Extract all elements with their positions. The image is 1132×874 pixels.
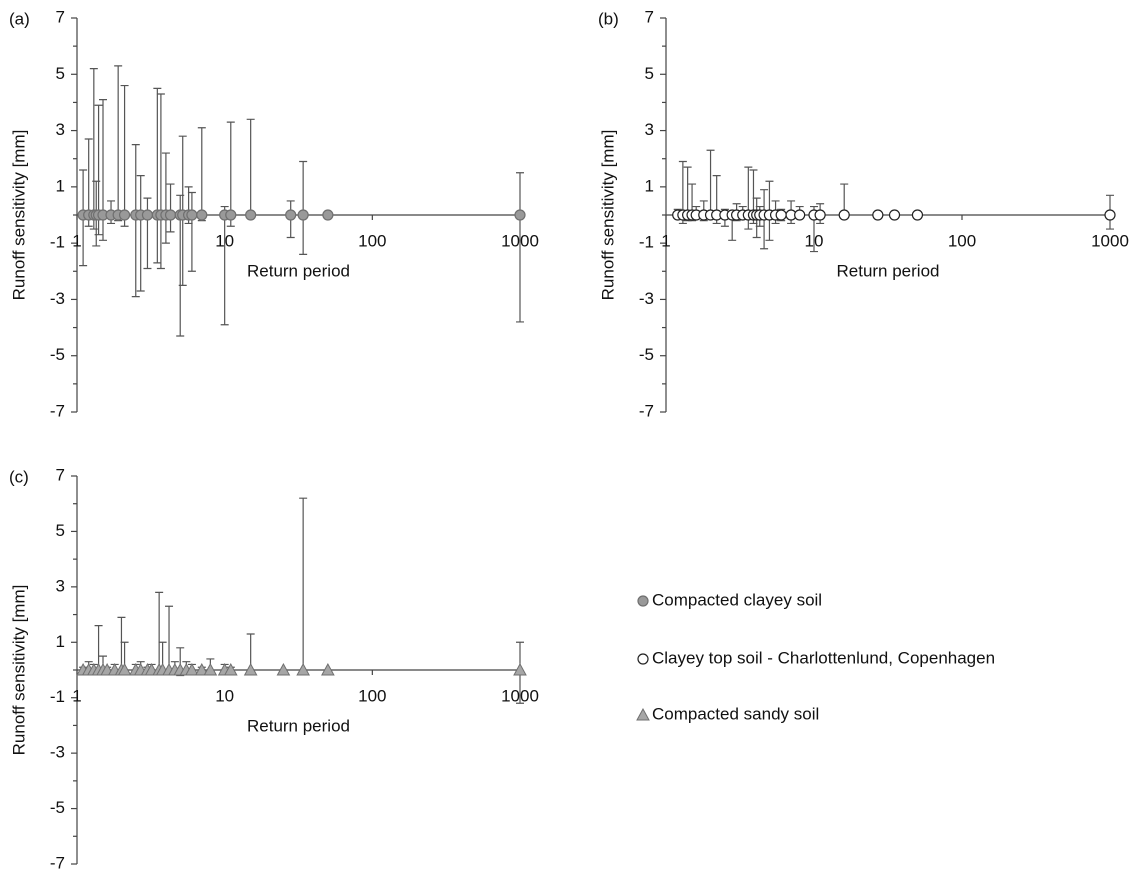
point: [186, 209, 198, 221]
point: [814, 209, 826, 221]
error-bar: [156, 93, 165, 270]
point: [141, 209, 154, 221]
legend-marker: [637, 595, 649, 607]
y-tick-label: 1: [56, 176, 65, 195]
error-bar: [143, 197, 152, 270]
y-tick-label: 7: [645, 7, 654, 26]
y-tick-label: 7: [56, 7, 65, 26]
error-bar: [114, 65, 123, 222]
point: [245, 209, 257, 221]
point: [296, 662, 310, 676]
x-axis-title: Return period: [836, 261, 939, 280]
error-bar: [516, 172, 524, 323]
point: [321, 662, 335, 676]
error-bar: [706, 149, 715, 219]
point: [223, 662, 238, 676]
error-bar: [131, 144, 140, 298]
y-tick-label: -5: [639, 345, 654, 364]
y-tick-label: -1: [50, 233, 65, 252]
point: [243, 662, 258, 676]
y-tick-label: -3: [639, 289, 654, 308]
error-bar: [187, 191, 196, 272]
y-tick-label: -5: [50, 798, 65, 817]
point: [514, 209, 526, 221]
y-tick-label: 1: [56, 632, 65, 651]
legend-marker: [637, 653, 649, 665]
error-bar: [165, 605, 174, 674]
panel-label: (a): [9, 9, 30, 28]
point: [185, 662, 199, 676]
y-tick-label: 5: [645, 64, 654, 83]
y-tick-label: 3: [56, 576, 65, 595]
y-axis-title: Runoff sensitivity [mm]: [598, 130, 617, 301]
y-tick-label: -7: [639, 401, 654, 420]
error-bar: [299, 497, 308, 671]
y-tick-label: -3: [50, 743, 65, 762]
point: [276, 662, 291, 676]
y-tick-label: 5: [56, 64, 65, 83]
y-tick-label: 7: [56, 465, 65, 484]
error-bar: [299, 160, 308, 255]
point: [194, 662, 209, 676]
error-bar: [246, 118, 255, 216]
error-bar: [197, 127, 206, 222]
error-bar: [220, 205, 229, 326]
error-bar: [155, 591, 164, 674]
legend-entry: Clayey top soil - Charlottenlund, Copenh…: [652, 648, 995, 667]
x-tick-label: 10: [215, 686, 234, 705]
point: [775, 209, 787, 221]
point: [838, 209, 850, 221]
y-tick-label: 5: [56, 521, 65, 540]
legend-entry: Compacted clayey soil: [652, 590, 822, 609]
x-tick-label: 1000: [1091, 231, 1129, 250]
panel-label: (b): [598, 9, 619, 28]
y-axis-title: Runoff sensitivity [mm]: [9, 585, 28, 756]
point: [794, 209, 806, 221]
x-tick-label: 1: [72, 686, 81, 705]
y-axis-title: Runoff sensitivity [mm]: [9, 130, 28, 301]
point: [118, 209, 131, 221]
y-tick-label: -1: [639, 233, 654, 252]
point: [1104, 209, 1116, 221]
y-tick-label: -7: [50, 401, 65, 420]
x-tick-label: 1: [72, 231, 81, 250]
point: [513, 662, 527, 676]
y-tick-label: -7: [50, 853, 65, 872]
point: [872, 209, 884, 221]
y-tick-label: -1: [50, 687, 65, 706]
point: [888, 209, 901, 221]
panel-label: (c): [9, 467, 29, 486]
error-bar: [166, 183, 175, 233]
point: [203, 662, 218, 676]
legend-marker: [636, 707, 650, 721]
error-bar: [120, 84, 129, 227]
x-tick-label: 1: [661, 231, 670, 250]
point: [322, 209, 334, 221]
x-tick-label: 100: [948, 231, 976, 250]
point: [285, 209, 297, 221]
legend-entry: Compacted sandy soil: [652, 704, 819, 723]
x-axis-title: Return period: [247, 716, 350, 735]
y-tick-label: -5: [50, 345, 65, 364]
error-bar: [161, 152, 170, 244]
point: [196, 209, 208, 221]
x-tick-label: 100: [358, 686, 386, 705]
error-bar: [153, 87, 162, 264]
y-tick-label: 3: [645, 120, 654, 139]
y-tick-label: 3: [56, 120, 65, 139]
point: [911, 209, 924, 221]
point: [164, 209, 177, 221]
x-axis-title: Return period: [247, 261, 350, 280]
error-bar: [226, 121, 235, 227]
point: [117, 662, 132, 676]
error-bar: [136, 175, 145, 292]
y-tick-label: 1: [645, 176, 654, 195]
y-tick-label: -3: [50, 289, 65, 308]
point: [225, 209, 237, 221]
point: [297, 209, 309, 221]
x-tick-label: 100: [358, 231, 386, 250]
